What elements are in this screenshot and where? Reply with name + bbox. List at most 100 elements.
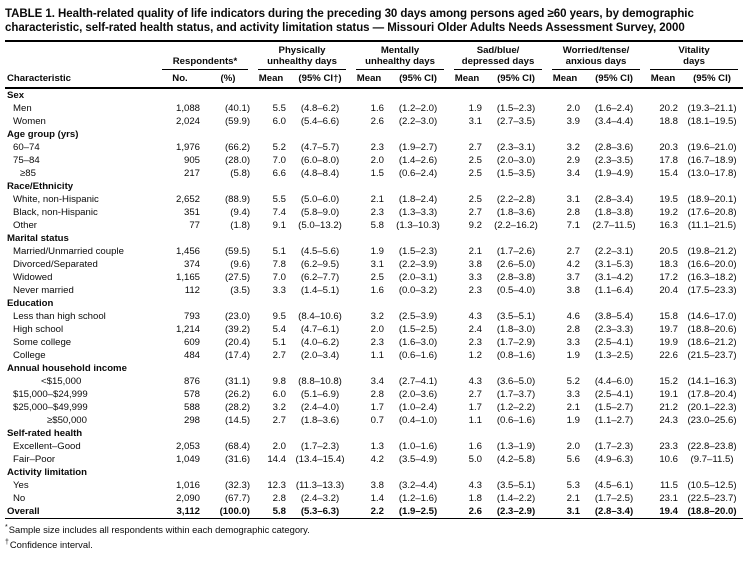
value-cell: 20.3 xyxy=(659,142,679,153)
value-cell: (2.2–3.0) xyxy=(398,116,438,127)
value-cell: 14.4 xyxy=(267,454,287,465)
col-group-sad-depressed: Sad/blue/ depressed days xyxy=(449,41,547,70)
value-cell: (2.5–3.9) xyxy=(398,311,438,322)
value-cell: 3.1 xyxy=(566,506,581,517)
value-cell: (6.0–8.0) xyxy=(300,155,340,166)
value-cell: (5.8) xyxy=(230,168,251,179)
value-cell: (19.8–21.2) xyxy=(687,246,737,257)
value-cell: (18.1–19.5) xyxy=(687,116,737,127)
value-cell: 18.3 xyxy=(659,259,679,270)
value-cell: 4.3 xyxy=(468,480,483,491)
value-cell: 793 xyxy=(183,311,200,322)
value-cell: 5.2 xyxy=(272,142,287,153)
value-cell: 3.4 xyxy=(566,168,581,179)
row-label: White, non-Hispanic xyxy=(13,194,99,205)
section-row: Age group (yrs) xyxy=(5,128,743,141)
value-cell: 905 xyxy=(183,155,200,166)
value-cell: (59.5) xyxy=(224,246,251,257)
value-cell: 3.3 xyxy=(272,285,287,296)
value-cell: (4.8–8.4) xyxy=(300,168,340,179)
value-cell: 2.6 xyxy=(370,116,385,127)
value-cell: 0.7 xyxy=(370,415,385,426)
value-cell: (2.3–2.9) xyxy=(496,506,536,517)
value-cell: 77 xyxy=(189,220,200,231)
value-cell: 2.7 xyxy=(468,207,483,218)
value-cell: (17.4) xyxy=(224,350,251,361)
value-cell: 20.4 xyxy=(659,285,679,296)
value-cell: 20.5 xyxy=(659,246,679,257)
value-cell: (4.0–6.2) xyxy=(300,337,340,348)
value-cell: (8.4–10.6) xyxy=(298,311,342,322)
value-cell: 3.2 xyxy=(272,402,287,413)
data-row: ≥85 217 (5.8) 6.6 (4.8–8.4) 1.5 (0.6–2.4) 2.5 (1… xyxy=(5,167,743,180)
value-cell: 10.6 xyxy=(659,454,679,465)
value-cell: 2.3 xyxy=(370,207,385,218)
value-cell: (8.8–10.8) xyxy=(298,376,342,387)
value-cell: 3.8 xyxy=(468,259,483,270)
value-cell: 1.9 xyxy=(370,246,385,257)
value-cell: (18.8–20.6) xyxy=(687,324,737,335)
value-cell: 19.1 xyxy=(659,389,679,400)
value-cell: (2.8–3.4) xyxy=(594,194,634,205)
value-cell: (16.6–20.0) xyxy=(687,259,737,270)
value-cell: (17.8–20.4) xyxy=(687,389,737,400)
value-cell: 1,976 xyxy=(175,142,200,153)
value-cell: (1.8–3.0) xyxy=(496,324,536,335)
value-cell: 23.3 xyxy=(659,441,679,452)
value-cell: 1.1 xyxy=(370,350,385,361)
value-cell: 19.9 xyxy=(659,337,679,348)
value-cell: (59.9) xyxy=(224,116,251,127)
value-cell: (2.6–5.0) xyxy=(496,259,536,270)
row-label: No xyxy=(13,493,26,504)
value-cell: 1,016 xyxy=(175,480,200,491)
value-cell: (6.2–9.5) xyxy=(300,259,340,270)
value-cell: (2.7–11.5) xyxy=(592,220,636,231)
col-worried-mean: Mean xyxy=(547,70,584,89)
value-cell: (2.4–4.0) xyxy=(300,402,340,413)
section-label: Education xyxy=(7,298,54,309)
value-cell: (4.5–6.1) xyxy=(594,480,634,491)
value-cell: 5.3 xyxy=(566,480,581,491)
value-cell: (2.8–3.6) xyxy=(594,142,634,153)
value-cell: (16.7–18.9) xyxy=(687,155,737,166)
row-label: Other xyxy=(13,220,37,231)
row-label: High school xyxy=(13,324,64,335)
value-cell: (14.6–17.0) xyxy=(687,311,737,322)
value-cell: 3.1 xyxy=(566,194,581,205)
value-cell: 2.8 xyxy=(370,389,385,400)
value-cell: (1.9–2.7) xyxy=(398,142,438,153)
value-cell: 7.1 xyxy=(566,220,581,231)
value-cell: (26.2) xyxy=(224,389,251,400)
row-label: Married/Unmarried couple xyxy=(13,246,124,257)
col-group-respondents: Respondents* xyxy=(157,41,253,70)
data-row: Divorced/Separated 374 (9.6) 7.8 (6.2–9.5) 3.… xyxy=(5,258,743,271)
value-cell: (1.3–3.3) xyxy=(398,207,438,218)
value-cell: 2.7 xyxy=(272,415,287,426)
row-label: Divorced/Separated xyxy=(13,259,98,270)
value-cell: 6.6 xyxy=(272,168,287,179)
value-cell: 217 xyxy=(183,168,200,179)
value-cell: 9.2 xyxy=(468,220,483,231)
value-cell: 3.7 xyxy=(566,272,581,283)
data-row: Some college 609 (20.4) 5.1 (4.0–6.2) 2.3 (1.6… xyxy=(5,336,743,349)
value-cell: 2.9 xyxy=(566,155,581,166)
value-cell: (5.0–6.0) xyxy=(300,194,340,205)
value-cell: (18.8–20.0) xyxy=(687,506,737,517)
value-cell: 3.8 xyxy=(566,285,581,296)
value-cell: (1.5–2.5) xyxy=(398,324,438,335)
value-cell: (3.5–5.1) xyxy=(496,480,536,491)
value-cell: (1.2–2.2) xyxy=(496,402,536,413)
col-vitality-ci: (95% CI) xyxy=(681,70,744,89)
value-cell: (9.6) xyxy=(230,259,251,270)
value-cell: 1.7 xyxy=(370,402,385,413)
data-row: Men 1,088 (40.1) 5.5 (4.8–6.2) 1.6 (1.2–2.0) 1.… xyxy=(5,102,743,115)
value-cell: 2.2 xyxy=(370,506,385,517)
value-cell: (11.1–21.5) xyxy=(687,220,737,231)
col-mental-mean: Mean xyxy=(351,70,388,89)
value-cell: (19.3–21.1) xyxy=(687,103,737,114)
value-cell: 5.2 xyxy=(566,376,581,387)
value-cell: (5.4–6.6) xyxy=(300,116,340,127)
value-cell: 15.2 xyxy=(659,376,679,387)
value-cell: 9.1 xyxy=(272,220,287,231)
